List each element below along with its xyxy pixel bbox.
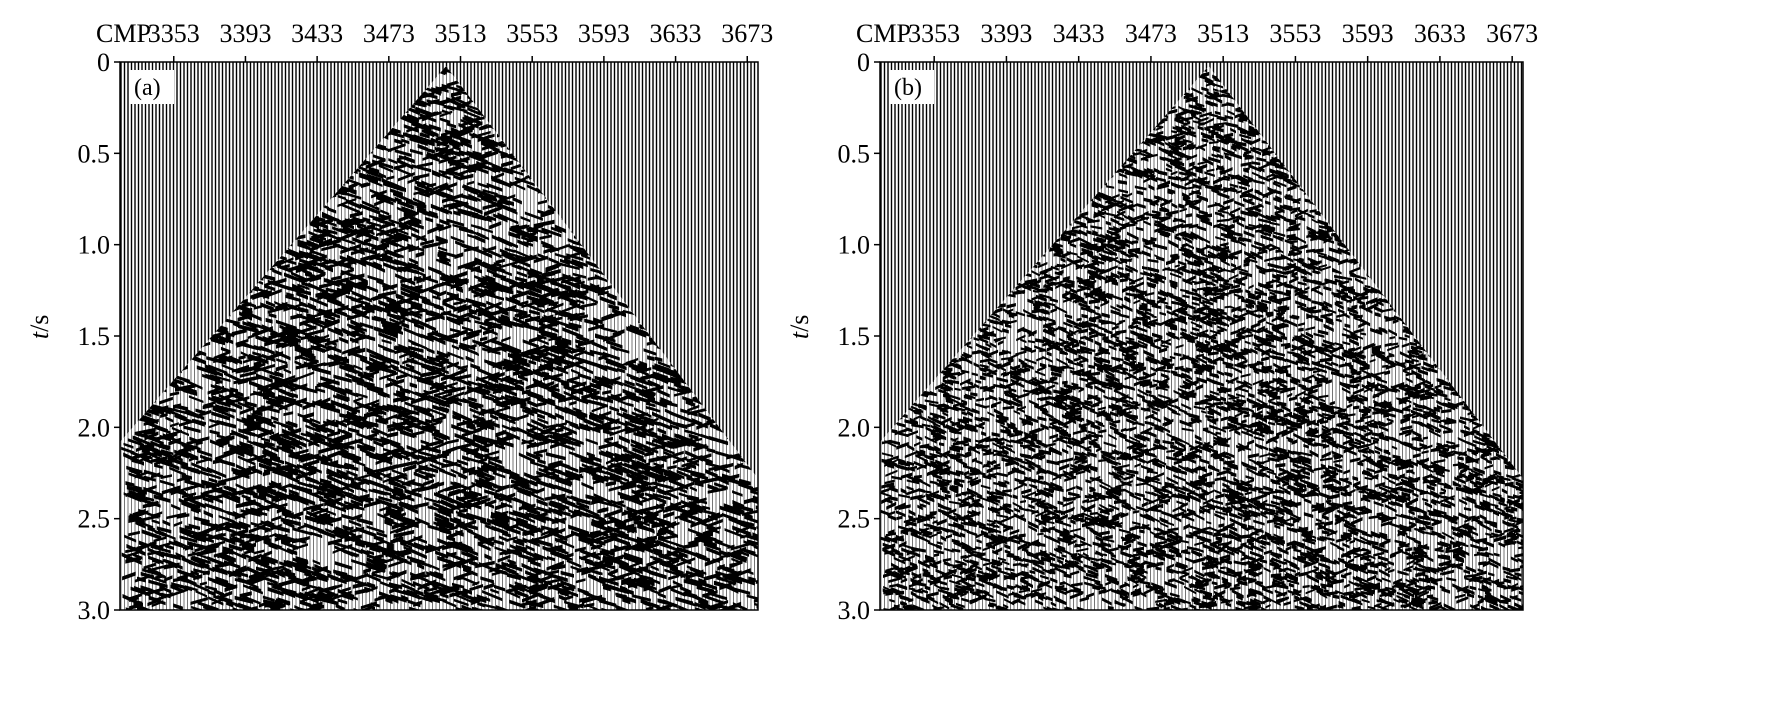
x-tick-label: 3673 <box>1486 19 1538 48</box>
x-tick-label: 3473 <box>1125 19 1177 48</box>
panel-label: (b) <box>894 75 922 101</box>
y-tick-label: 1.5 <box>838 322 871 351</box>
x-tick-label: 3633 <box>1414 19 1466 48</box>
y-tick-label: 3.0 <box>838 596 871 625</box>
y-tick-label: 1.5 <box>78 322 111 351</box>
x-tick-label: 3353 <box>908 19 960 48</box>
y-tick-label: 0.5 <box>838 139 871 168</box>
y-tick-label: 2.5 <box>78 505 111 534</box>
panel-label: (a) <box>134 75 161 101</box>
y-tick-label: 2.5 <box>838 505 871 534</box>
x-tick-label: 3513 <box>1197 19 1249 48</box>
y-tick-label: 3.0 <box>78 596 111 625</box>
y-tick-label: 0 <box>97 48 110 77</box>
x-tick-label: 3513 <box>435 19 487 48</box>
panel-label-box <box>890 70 934 104</box>
x-tick-label: 3353 <box>148 19 200 48</box>
x-axis-header: CMP <box>96 19 151 48</box>
panel-label-box <box>130 70 174 104</box>
x-tick-label: 3393 <box>980 19 1032 48</box>
y-tick-label: 0 <box>857 48 870 77</box>
y-tick-label: 2.0 <box>78 413 111 442</box>
x-tick-label: 3473 <box>363 19 415 48</box>
x-tick-label: 3553 <box>506 19 558 48</box>
y-axis-label: t/s <box>25 315 54 340</box>
y-tick-label: 2.0 <box>838 413 871 442</box>
x-tick-label: 3673 <box>721 19 773 48</box>
x-tick-label: 3433 <box>291 19 343 48</box>
x-tick-label: 3593 <box>1342 19 1394 48</box>
x-tick-label: 3393 <box>219 19 271 48</box>
x-tick-label: 3553 <box>1269 19 1321 48</box>
y-tick-label: 0.5 <box>78 139 111 168</box>
y-tick-label: 1.0 <box>78 231 111 260</box>
y-axis-label: t/s <box>785 315 814 340</box>
x-axis-header: CMP <box>856 19 911 48</box>
x-tick-label: 3433 <box>1053 19 1105 48</box>
x-tick-label: 3633 <box>650 19 702 48</box>
x-tick-label: 3593 <box>578 19 630 48</box>
y-tick-label: 1.0 <box>838 231 871 260</box>
